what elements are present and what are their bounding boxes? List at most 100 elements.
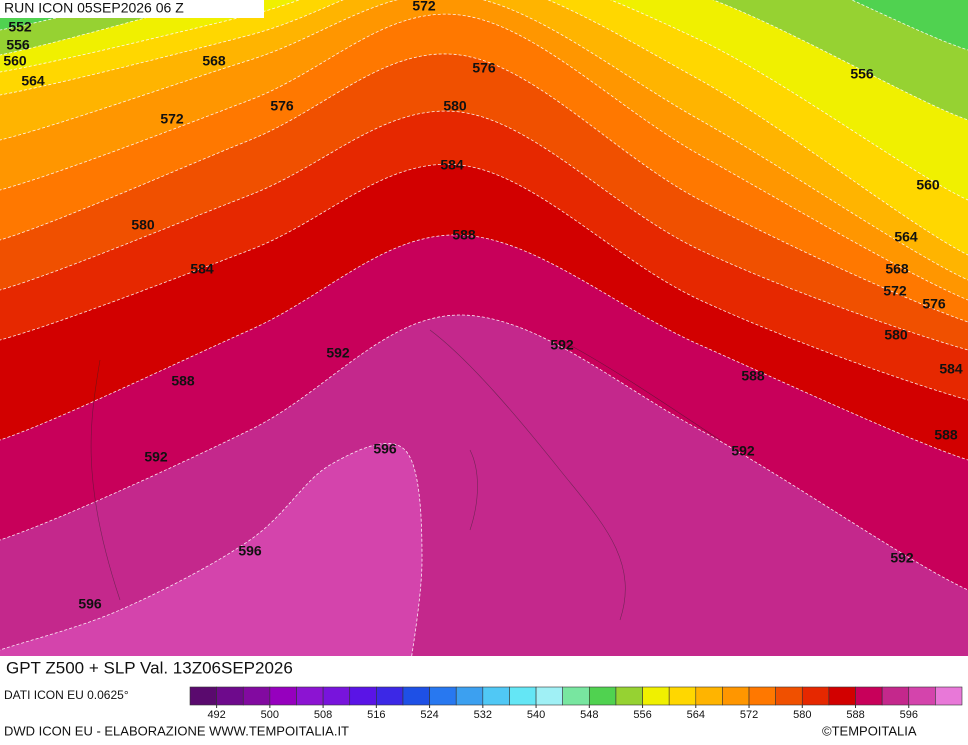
- map: 5525565605645685725765765725805845885805…: [0, 0, 968, 656]
- colorbar-cell: [376, 686, 404, 706]
- colorbar-tick-label: 564: [687, 709, 705, 721]
- contour-line: [0, 0, 968, 256]
- contour-label: 564: [894, 229, 918, 245]
- colorbar-tick-label: 524: [420, 709, 438, 721]
- colorbar-cell: [695, 686, 723, 706]
- contour-label: 592: [890, 550, 914, 566]
- header-box: [0, 0, 264, 18]
- colorbar-cell: [828, 686, 856, 706]
- colorbar-tick-label: 556: [633, 709, 651, 721]
- contour-label: 588: [934, 427, 958, 443]
- contour-label: 576: [472, 60, 496, 76]
- contour-label: 568: [202, 53, 226, 69]
- contour-line: [0, 163, 968, 401]
- colorbar-tick-label: 548: [580, 709, 598, 721]
- colorbar-tick-label: 596: [900, 709, 918, 721]
- contour-label: 572: [412, 0, 436, 14]
- contour-label: 588: [171, 373, 195, 389]
- colorbar-cell: [615, 686, 643, 706]
- contour-label: 580: [131, 217, 155, 233]
- colorbar-tick-label: 588: [846, 709, 864, 721]
- colorbar-cell: [668, 686, 697, 706]
- contour-label: 580: [443, 98, 467, 114]
- colorbar-cell: [455, 686, 484, 706]
- run-label: RUN ICON 05SEP2026 06 Z: [4, 0, 184, 16]
- data-source: DATI ICON EU 0.0625°: [4, 688, 129, 702]
- colorbar-cell: [535, 686, 563, 706]
- contour-line: [0, 234, 968, 461]
- colorbar-cell: [269, 686, 297, 706]
- colorbar-tick-label: 492: [207, 709, 225, 721]
- contour-label: 552: [8, 19, 32, 35]
- colorbar-cell: [881, 686, 910, 706]
- contour-line: [0, 0, 968, 121]
- colorbar-cell: [216, 686, 244, 706]
- colorbar-cell: [801, 686, 830, 706]
- contour-line: [0, 314, 968, 591]
- colorbar-cell: [562, 686, 590, 706]
- contour-label: 576: [922, 296, 946, 312]
- contour-label: 596: [373, 441, 397, 457]
- colorbar-tick-label: 532: [474, 709, 492, 721]
- colorbar-cell: [509, 686, 537, 706]
- colorbar-tick-label: 508: [314, 709, 332, 721]
- title-box: [0, 656, 413, 684]
- contour-label: 592: [731, 443, 755, 459]
- contour-label: 560: [3, 53, 27, 69]
- brand: ©TEMPOITALIA: [822, 723, 917, 738]
- contour-line: [0, 13, 968, 301]
- contour-line: [0, 443, 423, 656]
- colorbar-tick-label: 516: [367, 709, 385, 721]
- contour-label: 588: [741, 368, 765, 384]
- contour-label: 576: [270, 98, 294, 114]
- colorbar-tick-label: 500: [261, 709, 279, 721]
- title: GPT Z500 + SLP Val. 13Z06SEP2026: [6, 658, 293, 677]
- colorbar-cell: [589, 686, 617, 706]
- colorbar-tick-label: 540: [527, 709, 545, 721]
- coastline: [90, 329, 721, 621]
- colorbar-cell: [322, 686, 351, 706]
- colorbar-cell: [242, 686, 271, 706]
- colorbar-cell: [775, 686, 803, 706]
- contour-label: 556: [850, 66, 874, 82]
- credit: DWD ICON EU - ELABORAZIONE WWW.TEMPOITAL…: [4, 723, 349, 738]
- colorbar-cell: [482, 686, 510, 706]
- contour-label: 592: [144, 449, 168, 465]
- colorbar-cell: [855, 686, 883, 706]
- colorbar-cell: [908, 686, 936, 706]
- contour-label: 592: [550, 337, 574, 353]
- contour-label: 588: [452, 227, 476, 243]
- contour-label: 568: [885, 261, 909, 277]
- contour-line: [0, 110, 968, 351]
- contour-label: 584: [190, 261, 214, 277]
- colorbar: 492 500 508 516 524 532 540 548 556 564 572 580 588 5…: [189, 686, 963, 721]
- contour-label: 592: [326, 345, 350, 361]
- contour-label: 556: [6, 37, 30, 53]
- contour-line: [0, 53, 968, 323]
- contour-label: 584: [440, 157, 464, 173]
- colorbar-cell: [722, 686, 750, 706]
- contour-label: 596: [238, 543, 262, 559]
- contour-band: [0, 443, 422, 656]
- contour-line: [0, 0, 968, 51]
- colorbar-cell: [402, 686, 430, 706]
- colorbar-cell: [935, 686, 963, 706]
- contour-label: 560: [916, 177, 940, 193]
- contour-label: 564: [21, 73, 45, 89]
- colorbar-cell: [429, 686, 457, 706]
- contour-label: 572: [160, 111, 184, 127]
- colorbar-cell: [296, 686, 324, 706]
- colorbar-cell: [748, 686, 776, 706]
- contour-label: 596: [78, 596, 102, 612]
- contour-label: 584: [939, 361, 963, 377]
- contour-label: 572: [883, 283, 907, 299]
- colorbar-cell: [349, 686, 377, 706]
- colorbar-tick-label: 572: [740, 709, 758, 721]
- contour-label: 580: [884, 327, 908, 343]
- colorbar-cell: [189, 686, 217, 706]
- colorbar-tick-label: 580: [793, 709, 811, 721]
- colorbar-cell: [642, 686, 670, 706]
- contour-line: [0, 0, 968, 201]
